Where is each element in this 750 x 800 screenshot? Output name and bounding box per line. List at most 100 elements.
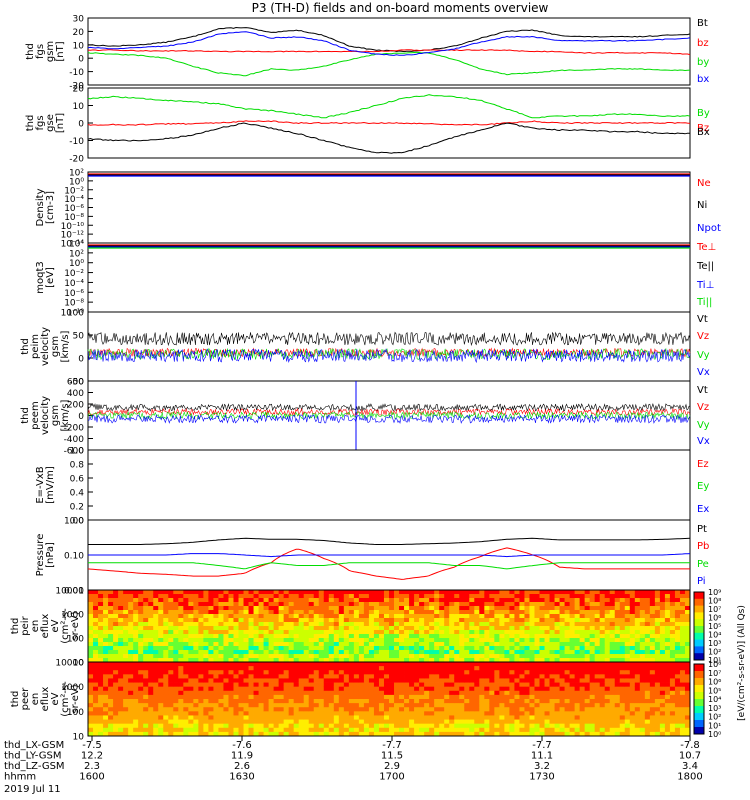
heatmap-cell xyxy=(534,711,540,716)
heatmap-cell xyxy=(399,638,405,643)
heatmap-cell xyxy=(188,598,194,603)
heatmap-cell xyxy=(353,707,360,712)
heatmap-cell xyxy=(609,699,616,704)
heatmap-cell xyxy=(649,694,656,700)
heatmap-cell xyxy=(619,690,626,696)
heatmap-cell xyxy=(213,658,219,663)
heatmap-cell xyxy=(298,670,305,675)
heatmap-cell xyxy=(308,646,315,651)
heatmap-cell xyxy=(594,594,601,599)
heatmap-cell xyxy=(499,690,505,696)
heatmap-cell xyxy=(479,614,485,619)
heatmap-cell xyxy=(579,711,586,716)
heatmap-cell xyxy=(539,630,545,635)
heatmap-cell xyxy=(238,678,244,683)
heatmap-cell xyxy=(529,594,535,599)
series-line-Bx xyxy=(87,122,691,154)
heatmap-cell xyxy=(208,690,214,696)
heatmap-cell xyxy=(88,690,94,696)
heatmap-cell xyxy=(353,690,360,696)
heatmap-cell xyxy=(143,703,149,708)
heatmap-cell xyxy=(143,610,149,615)
heatmap-cell xyxy=(138,658,144,663)
heatmap-cell xyxy=(383,642,390,647)
heatmap-cell xyxy=(594,723,601,729)
heatmap-cell xyxy=(649,727,656,733)
heatmap-cell xyxy=(328,646,335,651)
heatmap-cell xyxy=(213,699,219,704)
heatmap-cell xyxy=(429,703,435,708)
heatmap-cell xyxy=(253,622,259,627)
heatmap-cell xyxy=(519,610,525,615)
heatmap-cell xyxy=(278,690,285,696)
heatmap-cell xyxy=(253,703,259,708)
heatmap-cell xyxy=(459,674,465,679)
heatmap-cell xyxy=(614,666,621,671)
legend-Pt: Pt xyxy=(697,524,707,535)
heatmap-cell xyxy=(434,723,440,729)
heatmap-cell xyxy=(524,719,530,725)
heatmap-cell xyxy=(153,731,159,737)
heatmap-cell xyxy=(424,694,430,700)
heatmap-cell xyxy=(88,606,94,611)
heatmap-cell xyxy=(313,694,320,700)
heatmap-cell xyxy=(634,715,641,720)
heatmap-cell xyxy=(504,666,510,671)
heatmap-cell xyxy=(258,690,264,696)
heatmap-cell xyxy=(614,602,621,607)
heatmap-cell xyxy=(248,614,254,619)
heatmap-cell xyxy=(664,618,671,623)
heatmap-cell xyxy=(454,678,460,683)
colorbar-cell xyxy=(694,605,704,613)
heatmap-cell xyxy=(213,707,219,712)
heatmap-cell xyxy=(519,614,525,619)
heatmap-cell xyxy=(594,686,601,692)
heatmap-cell xyxy=(123,731,129,737)
heatmap-cell xyxy=(383,682,390,688)
heatmap-cell xyxy=(208,707,214,712)
heatmap-cell xyxy=(323,690,330,696)
heatmap-cell xyxy=(599,711,606,716)
heatmap-cell xyxy=(353,723,360,729)
heatmap-cell xyxy=(308,682,315,688)
heatmap-cell xyxy=(434,622,440,627)
heatmap-cell xyxy=(228,694,234,700)
heatmap-cell xyxy=(474,674,480,679)
heatmap-cell xyxy=(544,707,550,712)
heatmap-cell xyxy=(584,654,591,659)
heatmap-cell xyxy=(479,707,485,712)
heatmap-cell xyxy=(604,626,611,631)
heatmap-cell xyxy=(133,610,139,615)
heatmap-cell xyxy=(233,666,239,671)
heatmap-cell xyxy=(263,670,269,675)
heatmap-cell xyxy=(574,622,581,627)
heatmap-cell xyxy=(654,715,661,720)
ytick-label: 1.00 xyxy=(64,517,84,527)
heatmap-cell xyxy=(394,731,400,737)
heatmap-cell xyxy=(464,690,470,696)
heatmap-cell xyxy=(213,727,219,733)
heatmap-cell xyxy=(504,602,510,607)
heatmap-cell xyxy=(163,703,169,708)
heatmap-cell xyxy=(664,606,671,611)
heatmap-cell xyxy=(434,606,440,611)
heatmap-cell xyxy=(153,594,159,599)
heatmap-cell xyxy=(348,723,355,729)
heatmap-cell xyxy=(389,674,395,679)
heatmap-cell xyxy=(654,650,661,655)
heatmap-cell xyxy=(479,626,485,631)
heatmap-cell xyxy=(308,602,315,607)
heatmap-cell xyxy=(484,634,490,639)
ylabel-line: thd xyxy=(25,43,36,60)
heatmap-cell xyxy=(123,719,129,725)
heatmap-cell xyxy=(113,646,119,651)
heatmap-cell xyxy=(358,626,365,631)
heatmap-cell xyxy=(424,594,430,599)
heatmap-cell xyxy=(198,638,204,643)
heatmap-cell xyxy=(358,662,365,667)
heatmap-cell xyxy=(574,602,581,607)
heatmap-cell xyxy=(128,594,134,599)
heatmap-cell xyxy=(504,699,510,704)
heatmap-cell xyxy=(484,715,490,720)
heatmap-cell xyxy=(554,590,560,595)
